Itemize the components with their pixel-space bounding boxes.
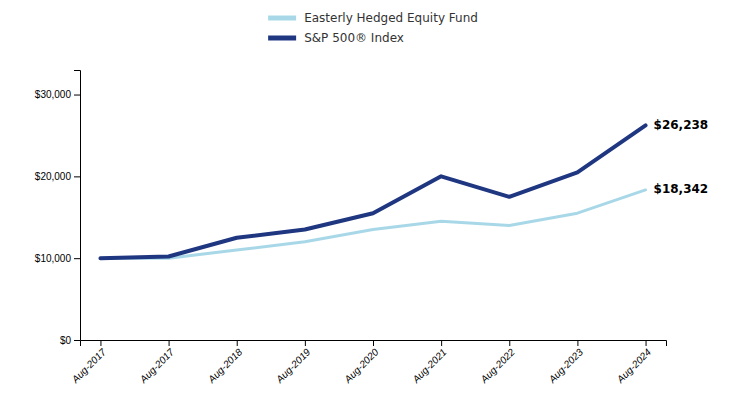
x-tick: Aug-2017 — [69, 340, 108, 386]
legend-label: Easterly Hedged Equity Fund — [304, 11, 478, 25]
annotations: $26,238 $18,342 — [654, 118, 709, 197]
x-tick-mark — [373, 340, 374, 346]
x-tick: Aug-2023 — [546, 340, 585, 386]
end-label: $26,238 — [654, 118, 709, 132]
x-axis-line — [81, 341, 667, 347]
x-tick-label: Aug-2017 — [69, 346, 108, 385]
y-axis: $0 $10,000 $20,000 $30,000 — [35, 71, 81, 346]
y-tick-label: $30,000 — [35, 89, 72, 100]
y-tick-label: $10,000 — [35, 253, 72, 264]
legend-label: S&P 500® Index — [304, 31, 404, 45]
x-tick: Aug-2021 — [410, 340, 449, 386]
x-tick: Aug-2020 — [341, 340, 380, 386]
legend-swatch — [268, 36, 296, 41]
x-tick-label: Aug-2021 — [410, 346, 449, 385]
series-line — [100, 190, 645, 258]
x-tick-mark — [305, 340, 306, 346]
x-axis: Aug-2017 Aug-2017 Aug-2018 Aug-2019 Aug-2020… — [69, 340, 667, 386]
x-tick-mark — [169, 340, 170, 346]
legend: Easterly Hedged Equity Fund S&P 500® Inde… — [268, 11, 478, 45]
x-tick-label: Aug-2023 — [546, 346, 585, 385]
lines — [100, 125, 645, 258]
x-tick: Aug-2017 — [137, 340, 176, 386]
y-tick-mark — [74, 340, 80, 341]
x-tick-mark — [577, 340, 578, 346]
y-tick: $0 — [60, 335, 80, 346]
x-tick: Aug-2024 — [614, 340, 653, 386]
x-tick: Aug-2019 — [273, 340, 312, 386]
x-tick: Aug-2022 — [478, 340, 517, 386]
x-tick-label: Aug-2022 — [478, 346, 517, 385]
x-tick-mark — [237, 340, 238, 346]
y-tick: $10,000 — [35, 253, 80, 264]
x-tick-label: Aug-2018 — [205, 346, 244, 385]
chart: Aug-2017 Aug-2017 Aug-2018 Aug-2019 Aug-2020… — [0, 0, 756, 420]
series-line — [100, 125, 645, 258]
x-tick: Aug-2018 — [205, 340, 244, 386]
plot: Aug-2017 Aug-2017 Aug-2018 Aug-2019 Aug-2020… — [35, 71, 708, 386]
y-tick-label: $20,000 — [35, 171, 72, 182]
y-axis-line — [74, 71, 81, 341]
legend-item: Easterly Hedged Equity Fund — [268, 11, 478, 25]
x-tick-mark — [441, 340, 442, 346]
y-tick-label: $0 — [60, 335, 72, 346]
y-tick-mark — [74, 258, 80, 259]
x-tick-mark — [646, 340, 647, 346]
x-tick-label: Aug-2019 — [273, 346, 312, 385]
x-tick-mark — [100, 340, 101, 346]
x-tick-label: Aug-2024 — [614, 346, 653, 385]
x-tick-label: Aug-2020 — [341, 346, 380, 385]
end-label: $18,342 — [654, 182, 709, 196]
y-tick: $20,000 — [35, 171, 80, 182]
x-tick-mark — [509, 340, 510, 346]
y-tick-mark — [74, 95, 80, 96]
x-tick-label: Aug-2017 — [137, 346, 176, 385]
y-tick: $30,000 — [35, 89, 80, 100]
legend-item: S&P 500® Index — [268, 31, 404, 45]
legend-swatch — [268, 16, 296, 21]
y-tick-mark — [74, 176, 80, 177]
